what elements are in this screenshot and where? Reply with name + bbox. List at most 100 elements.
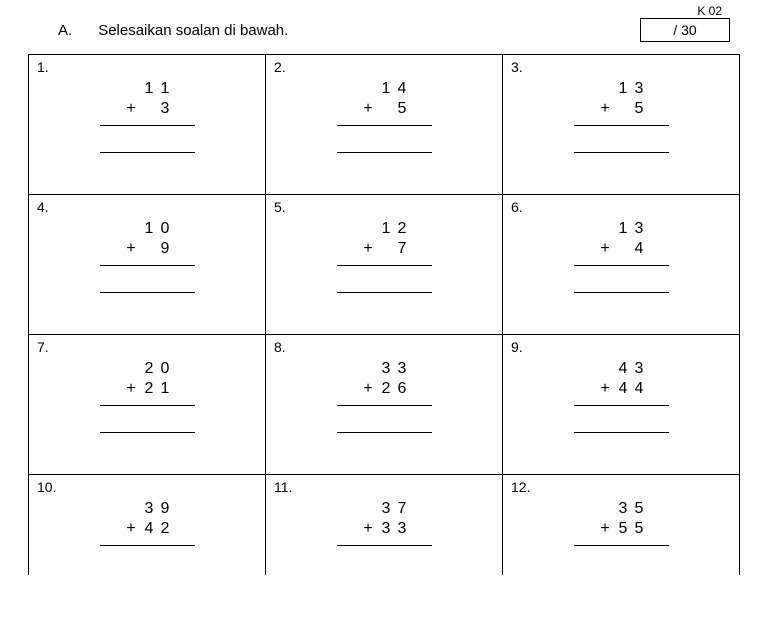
addend2-ones: 9 (157, 240, 173, 258)
problem-cell: 8.33+26 (266, 335, 503, 475)
problem-cell: 1. 11+3 (29, 55, 266, 195)
addend-ones: 2 (394, 220, 410, 238)
addend-tens: 1 (615, 80, 631, 98)
question-number: 2. (274, 59, 494, 75)
sum-line (337, 125, 432, 126)
problem-cell: 5.12+7 (266, 195, 503, 335)
addend-ones: 1 (157, 80, 173, 98)
addition-problem: 20 +21 (87, 359, 207, 433)
plus-sign: + (595, 100, 615, 118)
addend-ones: 7 (394, 500, 410, 518)
addition-problem: 14 +5 (324, 79, 444, 153)
question-number: 12. (511, 479, 731, 495)
answer-line (337, 292, 432, 293)
addend2-ones: 1 (157, 380, 173, 398)
addition-problem: 43+44 (561, 359, 681, 433)
addend-ones: 3 (394, 360, 410, 378)
sum-line (100, 545, 195, 546)
addend-ones: 3 (631, 80, 647, 98)
problem-cell: 6.13+4 (503, 195, 740, 335)
sum-line (100, 405, 195, 406)
question-number: 7. (37, 339, 257, 355)
problem-cell: 2. 14 +5 (266, 55, 503, 195)
addend-ones: 9 (157, 500, 173, 518)
addend-tens: 3 (378, 360, 394, 378)
addend-ones: 0 (157, 360, 173, 378)
plus-sign: + (121, 240, 141, 258)
problem-cell: 9.43+44 (503, 335, 740, 475)
problem-grid: 1.11+32.14+53.13+54.10+95.12+76.13+47.20… (28, 54, 740, 575)
plus-sign: + (595, 520, 615, 538)
answer-line (574, 152, 669, 153)
worksheet-code: K 02 (697, 4, 722, 18)
problem-cell: 7. 20 +21 (29, 335, 266, 475)
addend2-ones: 3 (157, 100, 173, 118)
addend-tens: 3 (141, 500, 157, 518)
answer-line (100, 432, 195, 433)
addition-problem: 33+26 (324, 359, 444, 433)
plus-sign: + (358, 100, 378, 118)
addend2-ones: 5 (631, 100, 647, 118)
plus-sign: + (121, 520, 141, 538)
addend-tens: 1 (378, 220, 394, 238)
score-box[interactable]: / 30 (640, 18, 730, 42)
addend2-ones: 4 (631, 380, 647, 398)
plus-sign: + (595, 240, 615, 258)
plus-sign: + (358, 380, 378, 398)
problem-cell: 10.39+42 (29, 475, 266, 575)
addition-problem: 10+9 (87, 219, 207, 293)
addend-tens: 2 (141, 360, 157, 378)
plus-sign: + (121, 380, 141, 398)
addend-tens: 3 (615, 500, 631, 518)
problem-cell: 3.13+5 (503, 55, 740, 195)
addend2-ones: 5 (631, 520, 647, 538)
addition-problem: 12+7 (324, 219, 444, 293)
worksheet-header: K 02 A. Selesaikan soalan di bawah. / 30 (58, 18, 730, 42)
sum-line (100, 265, 195, 266)
addition-problem: 39+42 (87, 499, 207, 546)
addend-tens: 1 (141, 220, 157, 238)
addend-ones: 4 (394, 80, 410, 98)
plus-sign: + (595, 380, 615, 398)
addend2-tens: 3 (378, 520, 394, 538)
sum-line (337, 265, 432, 266)
addend2-tens: 2 (141, 380, 157, 398)
problem-cell: 11.37+33 (266, 475, 503, 575)
addition-problem: 11+3 (87, 79, 207, 153)
addend-ones: 5 (631, 500, 647, 518)
addend2-ones: 6 (394, 380, 410, 398)
question-number: 11. (274, 479, 494, 495)
addend2-tens: 4 (141, 520, 157, 538)
addend-ones: 3 (631, 360, 647, 378)
answer-line (574, 292, 669, 293)
sum-line (574, 125, 669, 126)
addend2-tens: 4 (615, 380, 631, 398)
addition-problem: 37+33 (324, 499, 444, 546)
addition-problem: 35+55 (561, 499, 681, 546)
sum-line (574, 405, 669, 406)
question-number: 1. (37, 59, 257, 75)
problem-cell: 4. 10+9 (29, 195, 266, 335)
answer-line (337, 152, 432, 153)
answer-line (100, 292, 195, 293)
addition-problem: 13 +5 (561, 79, 681, 153)
sum-line (574, 265, 669, 266)
answer-line (574, 432, 669, 433)
plus-sign: + (358, 240, 378, 258)
answer-line (337, 432, 432, 433)
plus-sign: + (358, 520, 378, 538)
addend-tens: 1 (615, 220, 631, 238)
addend-ones: 3 (631, 220, 647, 238)
addend2-ones: 3 (394, 520, 410, 538)
addend2-ones: 5 (394, 100, 410, 118)
addend-tens: 4 (615, 360, 631, 378)
problem-cell: 12.35+55 (503, 475, 740, 575)
sum-line (574, 545, 669, 546)
question-number: 4. (37, 199, 257, 215)
sum-line (337, 545, 432, 546)
addend-tens: 1 (378, 80, 394, 98)
question-number: 10. (37, 479, 257, 495)
addition-problem: 13+4 (561, 219, 681, 293)
question-number: 9. (511, 339, 731, 355)
addend-tens: 3 (378, 500, 394, 518)
